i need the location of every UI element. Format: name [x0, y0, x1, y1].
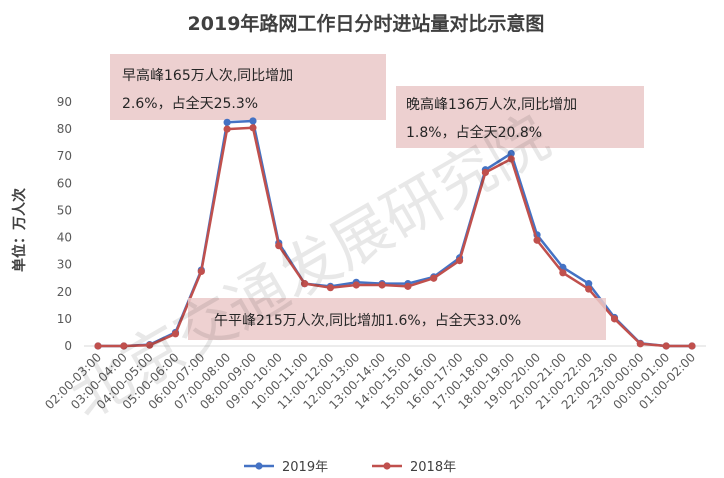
y-tick-label: 80 — [57, 122, 72, 136]
y-tick-label: 90 — [57, 95, 72, 109]
data-point — [301, 280, 309, 288]
data-point — [430, 274, 438, 282]
data-point — [533, 236, 541, 244]
annotation-morning-peak: 早高峰165万人次,同比增加 2.6%，占全天25.3% — [110, 54, 386, 120]
annotation-line: 早高峰165万人次,同比增加 — [122, 67, 293, 84]
data-point — [610, 315, 619, 323]
data-point — [120, 342, 128, 350]
y-tick-label: 40 — [57, 231, 72, 245]
y-axis: 0 10 20 30 40 50 60 70 80 90 — [57, 95, 72, 353]
data-point — [688, 342, 696, 350]
chart-title: 2019年路网工作日分时进站量对比示意图 — [188, 12, 545, 35]
data-point — [352, 281, 360, 289]
annotation-evening-peak: 晚高峰136万人次,同比增加 1.8%，占全天20.8% — [396, 86, 644, 148]
data-point — [249, 117, 257, 125]
data-point — [662, 342, 670, 350]
annotation-box — [396, 86, 644, 148]
annotation-box — [188, 298, 606, 340]
data-point — [94, 342, 102, 350]
data-point — [275, 242, 283, 250]
legend: 2019年 2018年 — [244, 460, 456, 475]
series-line — [98, 126, 692, 348]
annotation-line: 午平峰215万人次,同比增加1.6%，占全天33.0% — [214, 312, 521, 329]
y-tick-label: 30 — [57, 258, 72, 272]
data-point — [404, 282, 412, 290]
data-point — [197, 267, 205, 276]
y-axis-label: 单位：万人次 — [11, 188, 28, 272]
y-tick-label: 70 — [57, 149, 72, 163]
annotation-box — [110, 54, 386, 120]
legend-label: 2018年 — [410, 460, 456, 475]
y-tick-label: 0 — [64, 339, 72, 353]
legend-marker — [255, 462, 263, 470]
data-point — [507, 155, 515, 163]
data-point — [507, 149, 515, 158]
data-point — [585, 285, 593, 293]
data-point — [326, 284, 335, 292]
data-point — [636, 340, 644, 348]
annotation-midday: 午平峰215万人次,同比增加1.6%，占全天33.0% — [188, 298, 606, 340]
y-tick-label: 60 — [57, 176, 72, 190]
data-point — [249, 124, 257, 132]
legend-label: 2019年 — [282, 460, 328, 475]
data-point — [455, 257, 464, 265]
data-point — [223, 125, 231, 133]
y-tick-label: 20 — [57, 285, 72, 299]
data-point — [481, 168, 489, 177]
data-point — [146, 341, 154, 349]
annotation-line: 晚高峰136万人次,同比增加 — [406, 96, 577, 113]
y-tick-label: 50 — [57, 203, 72, 217]
x-axis: 02:00-03:0003:00-04:0004:00-05:0005:00-0… — [42, 350, 698, 412]
data-point — [559, 269, 567, 277]
annotation-line: 2.6%，占全天25.3% — [122, 95, 258, 112]
data-point — [223, 118, 231, 126]
series-layer — [94, 117, 696, 350]
data-point — [378, 281, 386, 289]
data-point — [171, 330, 180, 338]
series — [94, 124, 696, 350]
data-point — [585, 280, 593, 288]
legend-marker — [383, 462, 391, 470]
annotation-line: 1.8%，占全天20.8% — [406, 124, 542, 141]
y-tick-label: 10 — [57, 312, 72, 326]
